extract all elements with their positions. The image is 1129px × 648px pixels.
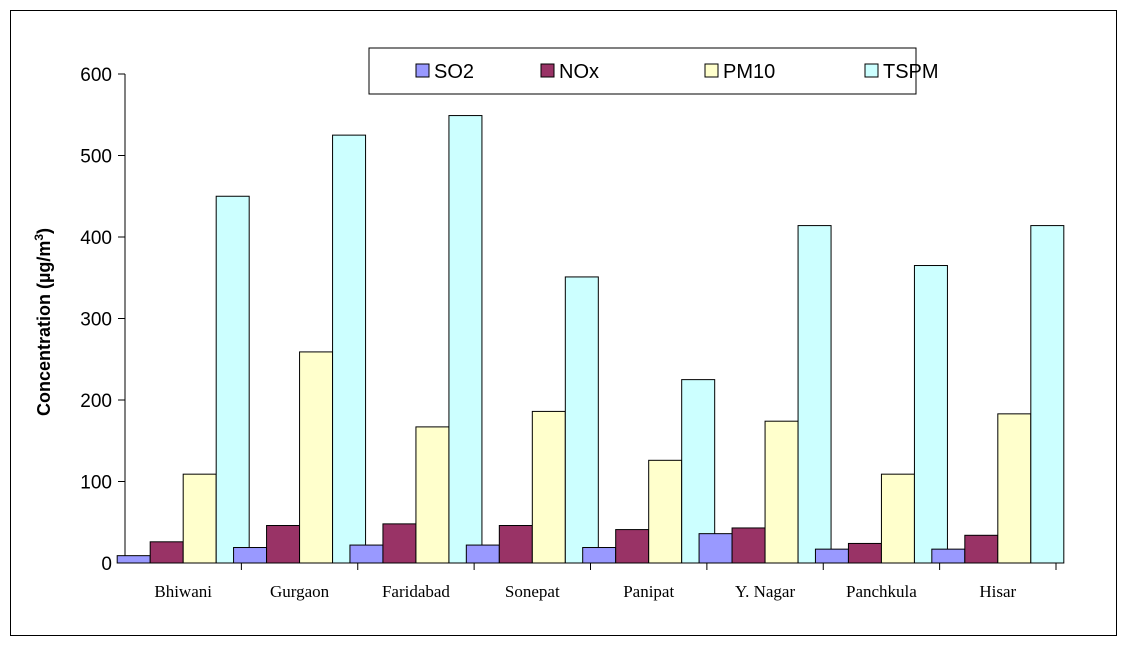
y-tick-labels: 0 100 200 300 400 500 600 (80, 65, 112, 575)
category-label: Sonepat (505, 582, 560, 601)
legend: SO2 NOx PM10 TSPM (368, 47, 939, 95)
category-label: Panipat (623, 582, 674, 601)
bar-so2-gurgaon (233, 547, 268, 564)
bars (116, 115, 1065, 564)
bar-pm10-panchkula (880, 473, 915, 564)
legend-swatch (540, 63, 555, 78)
bar-nox-gurgaon (266, 525, 301, 564)
category-label: Hisar (979, 582, 1016, 601)
legend-swatch (415, 63, 430, 78)
bar-nox-hisar (964, 534, 999, 564)
category-labels: Bhiwani Gurgaon Faridabad Sonepat Panipat Y. … (154, 582, 1016, 601)
bar-so2-panchkula (814, 548, 849, 564)
bar-pm10-hisar (997, 413, 1032, 564)
bar-tspm-faridabad (448, 115, 483, 564)
y-tick-label: 0 (101, 554, 112, 575)
bar-nox-y-nagar (731, 527, 766, 564)
bar-pm10-panipat (648, 459, 683, 564)
bar-tspm-panipat (681, 379, 716, 564)
bar-nox-sonepat (498, 525, 533, 564)
y-axis-label-sup: 3 (32, 234, 46, 241)
bar-pm10-gurgaon (299, 351, 334, 564)
bar-tspm-hisar (1030, 225, 1065, 564)
bar-nox-bhiwani (149, 541, 184, 564)
legend-swatch (704, 63, 719, 78)
legend-entry: TSPM (883, 61, 939, 83)
bar-nox-panipat (615, 529, 650, 564)
bar-so2-bhiwani (116, 555, 151, 564)
category-label: Panchkula (846, 582, 917, 601)
legend-swatch (864, 63, 879, 78)
y-axis-label: Concentration (µg/m3) (32, 228, 54, 416)
y-tick-label: 400 (80, 228, 112, 249)
legend-box (368, 47, 917, 95)
y-tick-label: 300 (80, 310, 112, 331)
category-label: Gurgaon (270, 582, 330, 601)
legend-entry: PM10 (723, 61, 775, 83)
bar-pm10-sonepat (531, 410, 566, 564)
bar-so2-faridabad (349, 544, 384, 564)
y-tick-label: 200 (80, 391, 112, 412)
y-axis-label-end: ) (34, 228, 54, 234)
legend-entry: SO2 (434, 61, 474, 83)
bar-pm10-bhiwani (182, 473, 217, 564)
y-tick-label: 600 (80, 65, 112, 86)
bar-tspm-y-nagar (797, 225, 832, 564)
y-tick-label: 500 (80, 147, 112, 168)
category-label: Faridabad (382, 582, 450, 601)
bar-pm10-y-nagar (764, 420, 799, 564)
bar-tspm-panchkula (913, 265, 948, 564)
bar-so2-panipat (582, 547, 617, 564)
category-label: Y. Nagar (735, 582, 795, 601)
category-label: Bhiwani (154, 582, 212, 601)
y-axis-label-main: Concentration (µg/m (34, 241, 54, 416)
bar-pm10-faridabad (415, 426, 450, 564)
bar-so2-hisar (931, 548, 966, 564)
bar-nox-faridabad (382, 523, 417, 564)
bar-tspm-gurgaon (332, 134, 367, 564)
legend-entry: NOx (559, 61, 599, 83)
bar-tspm-sonepat (564, 276, 599, 564)
bar-nox-panchkula (847, 542, 882, 564)
y-tick-label: 100 (80, 473, 112, 494)
bar-so2-sonepat (465, 544, 500, 564)
bar-so2-y-nagar (698, 533, 733, 564)
bar-tspm-bhiwani (215, 195, 250, 564)
